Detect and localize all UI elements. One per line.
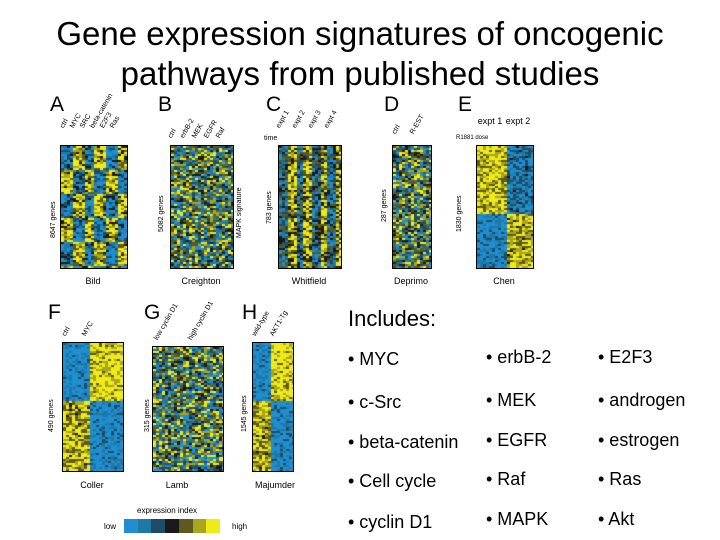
heatmap-c [278, 145, 342, 269]
panel-h-author: Majumder [254, 480, 295, 490]
colorbar-swatch [192, 519, 207, 533]
includes-item: • Raf [486, 469, 526, 489]
title-line-1: Gene expression signatures of oncogenic [56, 15, 664, 52]
panel-f-col-label: ctrl [61, 325, 72, 338]
colorbar-swatch [206, 519, 221, 533]
panel-f-col-label: MYC [81, 320, 95, 338]
legend-title: expression index [137, 506, 198, 515]
expression-index-colorbar [124, 519, 221, 533]
heatmap-b [170, 145, 234, 269]
panel-e-gene-count: 1830 genes [456, 195, 463, 232]
includes-item: • Akt [598, 509, 635, 529]
panel-g-col-label: high cyclin D1 [187, 300, 215, 342]
panel-c-col-label: expt 2 [291, 109, 307, 130]
heatmap-h [252, 342, 294, 472]
panel-g-gene-count: 315 genes [144, 399, 151, 432]
panel-b-col-label: Raf [215, 126, 227, 140]
panel-c-author: Whitfield [291, 276, 327, 286]
heatmap-g-cells [153, 347, 223, 471]
panel-h-col-label: AKT1-Tg [269, 309, 290, 338]
includes-item: • c-Src [348, 392, 402, 412]
panel-e-author: Chen [493, 276, 515, 286]
legend-low-label: low [104, 522, 117, 531]
includes-item: • Ras [598, 469, 642, 489]
includes-item: • cyclin D1 [348, 512, 433, 532]
panel-d-col-label: R-EST [409, 113, 426, 136]
heatmap-a-cells [61, 146, 127, 268]
title-line-2: pathways from published studies [120, 55, 600, 92]
legend-high-label: high [232, 522, 248, 531]
panel-b-gene-count: 5082 genes [158, 195, 165, 232]
heatmap-d [392, 145, 432, 269]
heatmap-g [152, 346, 224, 472]
panel-c-gene-count: 783 genes [266, 191, 273, 224]
panel-d-author: Deprimo [393, 276, 428, 286]
panel-letter-c: C [266, 93, 282, 116]
panel-e-col-label: expt 2 [505, 116, 531, 126]
colorbar-swatch [124, 519, 138, 533]
includes-item: • erbB-2 [486, 347, 552, 367]
panel-letter-b: B [158, 93, 173, 116]
heatmap-e [476, 145, 534, 269]
panel-letter-g: G [144, 301, 161, 324]
panel-c-col-label: expt 3 [307, 109, 323, 130]
heatmap-d-cells [393, 146, 431, 268]
heatmap-f-cells [63, 343, 123, 471]
heatmap-b-cells [171, 146, 233, 268]
heatmap-e-cells [477, 146, 533, 268]
panel-b-col-label: ctrl [167, 127, 178, 140]
panel-f-gene-count: 490 genes [48, 399, 55, 432]
panel-letter-f: F [48, 301, 61, 324]
panel-letter-a: A [50, 93, 65, 116]
panel-letter-d: D [384, 93, 400, 116]
panel-letter-e: E [458, 93, 473, 116]
colorbar-swatch [178, 519, 193, 533]
panel-letter-h: H [242, 301, 258, 324]
colorbar-swatch [151, 519, 166, 533]
colorbar-swatch [165, 519, 179, 533]
includes-heading: Includes: [348, 306, 437, 331]
heatmap-a [60, 145, 128, 269]
panel-d-col-label: ctrl [391, 123, 402, 136]
panel-d-gene-count: 287 genes [381, 189, 388, 222]
slide-title: Gene expression signatures of oncogenic … [0, 14, 720, 94]
panel-b-side-label: MAPK signature [236, 187, 243, 238]
panel-e-dose-label: R1881 dose [456, 135, 489, 141]
includes-item: • Cell cycle [348, 471, 437, 491]
panel-g-author: Lamb [165, 480, 189, 490]
panel-a-author: Bild [85, 276, 101, 286]
panel-a-gene-count: 8647 genes [50, 201, 57, 238]
panel-c-col-label: expt 4 [323, 109, 339, 130]
heatmap-f [62, 342, 124, 472]
heatmap-c-cells [279, 146, 341, 268]
includes-item: • EGFR [486, 430, 548, 450]
panel-b-author: Creighton [181, 276, 221, 286]
panel-h-gene-count: 1545 genes [241, 395, 248, 432]
panel-c-time-label: time [264, 135, 278, 142]
panel-f-author: Coller [80, 480, 104, 490]
colorbar-swatch [137, 519, 152, 533]
includes-item: • androgen [598, 390, 686, 410]
includes-item: • MYC [348, 349, 400, 369]
includes-item: • estrogen [598, 430, 680, 450]
includes-item: • MAPK [486, 509, 549, 529]
includes-item: • MEK [486, 390, 537, 410]
panel-e-col-label: expt 1 [477, 116, 503, 126]
heatmap-h-cells [253, 343, 293, 471]
includes-item: • E2F3 [598, 347, 653, 367]
includes-item: • beta-catenin [348, 432, 459, 452]
